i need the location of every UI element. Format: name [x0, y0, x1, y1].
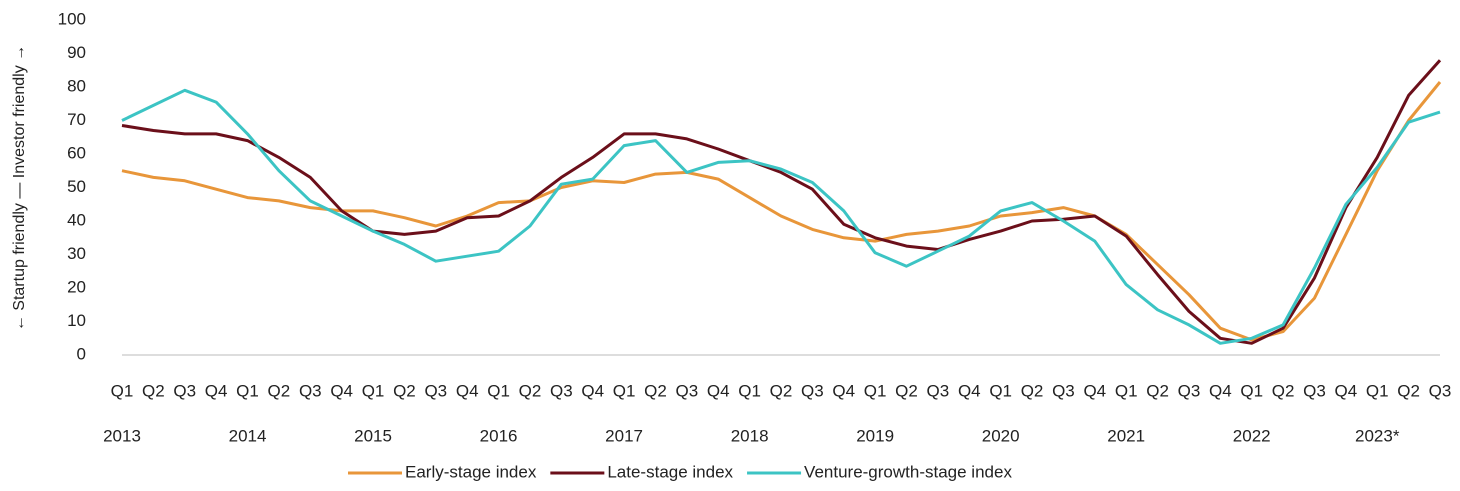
x-tick-label: Q3 [299, 381, 322, 400]
legend-label: Late-stage index [607, 462, 733, 481]
x-tick-label: Q1 [1240, 381, 1263, 400]
year-label: 2019 [856, 426, 894, 445]
y-tick-label: 100 [58, 9, 86, 28]
x-tick-label: Q3 [1178, 381, 1201, 400]
y-tick-label: 70 [67, 110, 86, 129]
y-axis-label: ← Startup friendly — Investor friendly → [11, 45, 28, 331]
x-tick-label: Q1 [738, 381, 761, 400]
x-tick-label: Q2 [1021, 381, 1044, 400]
year-label: 2013 [103, 426, 141, 445]
x-tick-label: Q1 [362, 381, 385, 400]
x-tick-label: Q4 [707, 381, 730, 400]
x-tick-label: Q2 [770, 381, 793, 400]
y-tick-label: 50 [67, 177, 86, 196]
x-tick-label: Q1 [989, 381, 1012, 400]
x-tick-label: Q3 [927, 381, 950, 400]
year-label: 2023* [1355, 426, 1400, 445]
year-label: 2014 [229, 426, 267, 445]
x-tick-label: Q3 [424, 381, 447, 400]
x-tick-label: Q2 [644, 381, 667, 400]
x-tick-label: Q4 [330, 381, 353, 400]
x-tick-label: Q2 [519, 381, 542, 400]
x-tick-label: Q4 [581, 381, 604, 400]
y-tick-label: 20 [67, 277, 86, 296]
x-tick-label: Q3 [1429, 381, 1452, 400]
x-tick-label: Q2 [1146, 381, 1169, 400]
series-line [121, 59, 1442, 345]
year-label: 2018 [731, 426, 769, 445]
series-line [121, 88, 1441, 345]
year-label: 2017 [605, 426, 643, 445]
x-tick-label: Q1 [111, 381, 134, 400]
x-tick-label: Q1 [236, 381, 259, 400]
x-tick-label: Q4 [1209, 381, 1232, 400]
x-tick-label: Q1 [613, 381, 636, 400]
y-tick-label: 80 [67, 76, 86, 95]
y-tick-label: 0 [77, 344, 86, 363]
legend-label: Early-stage index [405, 462, 537, 481]
x-tick-label: Q4 [958, 381, 981, 400]
x-tick-label: Q3 [1303, 381, 1326, 400]
x-tick-label: Q2 [142, 381, 165, 400]
year-label: 2016 [480, 426, 518, 445]
year-label: 2022 [1233, 426, 1271, 445]
y-tick-label: 90 [67, 43, 86, 62]
series-line [121, 81, 1442, 342]
x-tick-label: Q3 [1052, 381, 1075, 400]
x-tick-label: Q1 [1115, 381, 1138, 400]
x-tick-label: Q2 [268, 381, 291, 400]
x-tick-label: Q4 [456, 381, 479, 400]
x-tick-label: Q3 [550, 381, 573, 400]
x-tick-label: Q3 [173, 381, 196, 400]
year-label: 2020 [982, 426, 1020, 445]
year-label: 2015 [354, 426, 392, 445]
x-tick-label: Q3 [676, 381, 699, 400]
x-tick-label: Q1 [864, 381, 887, 400]
y-tick-label: 60 [67, 143, 86, 162]
year-label: 2021 [1107, 426, 1145, 445]
x-tick-label: Q3 [801, 381, 824, 400]
x-tick-label: Q4 [1335, 381, 1358, 400]
y-tick-label: 10 [67, 311, 86, 330]
legend-label: Venture-growth-stage index [804, 462, 1012, 481]
x-tick-label: Q1 [1366, 381, 1389, 400]
x-tick-label: Q2 [393, 381, 416, 400]
x-tick-label: Q4 [832, 381, 855, 400]
x-tick-label: Q4 [1083, 381, 1106, 400]
x-tick-label: Q4 [205, 381, 228, 400]
x-tick-label: Q2 [895, 381, 918, 400]
y-tick-label: 30 [67, 244, 86, 263]
x-tick-label: Q1 [487, 381, 510, 400]
y-tick-label: 40 [67, 210, 86, 229]
x-tick-label: Q2 [1272, 381, 1295, 400]
x-tick-label: Q2 [1397, 381, 1420, 400]
